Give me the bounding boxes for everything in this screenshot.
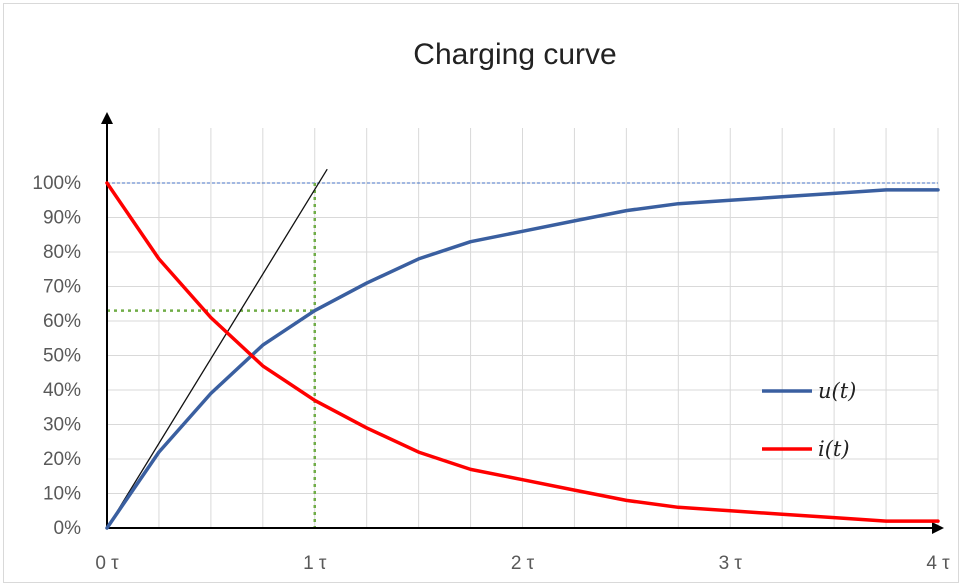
y-tick-label: 20% (43, 449, 81, 470)
series-line-u (105, 188, 940, 530)
y-tick-label: 80% (43, 242, 81, 263)
chart-frame (3, 3, 959, 583)
x-axis-arrow (932, 522, 944, 534)
y-tick-label: 100% (32, 173, 81, 194)
y-axis-arrow (101, 112, 113, 124)
y-tick-label: 0% (54, 518, 82, 539)
tangent-line (106, 168, 328, 529)
y-tick-label: 40% (43, 380, 81, 401)
y-tick-label: 70% (43, 277, 81, 298)
y-tick-label: 10% (43, 484, 81, 505)
x-tick-label: 1 τ (303, 553, 327, 574)
x-tick-label: 3 τ (719, 553, 743, 574)
y-tick-label: 50% (43, 346, 81, 367)
y-tick-label: 90% (43, 208, 81, 229)
legend-label: u(t) (818, 379, 856, 403)
chart-title: Charging curve (413, 38, 617, 71)
legend-label: i(t) (818, 437, 850, 461)
x-tick-label: 4 τ (926, 553, 950, 574)
x-tick-label: 0 τ (95, 553, 119, 574)
series-line-i (105, 181, 940, 523)
y-tick-label: 60% (43, 311, 81, 332)
y-tick-label: 30% (43, 415, 81, 436)
x-tick-label: 2 τ (511, 553, 535, 574)
